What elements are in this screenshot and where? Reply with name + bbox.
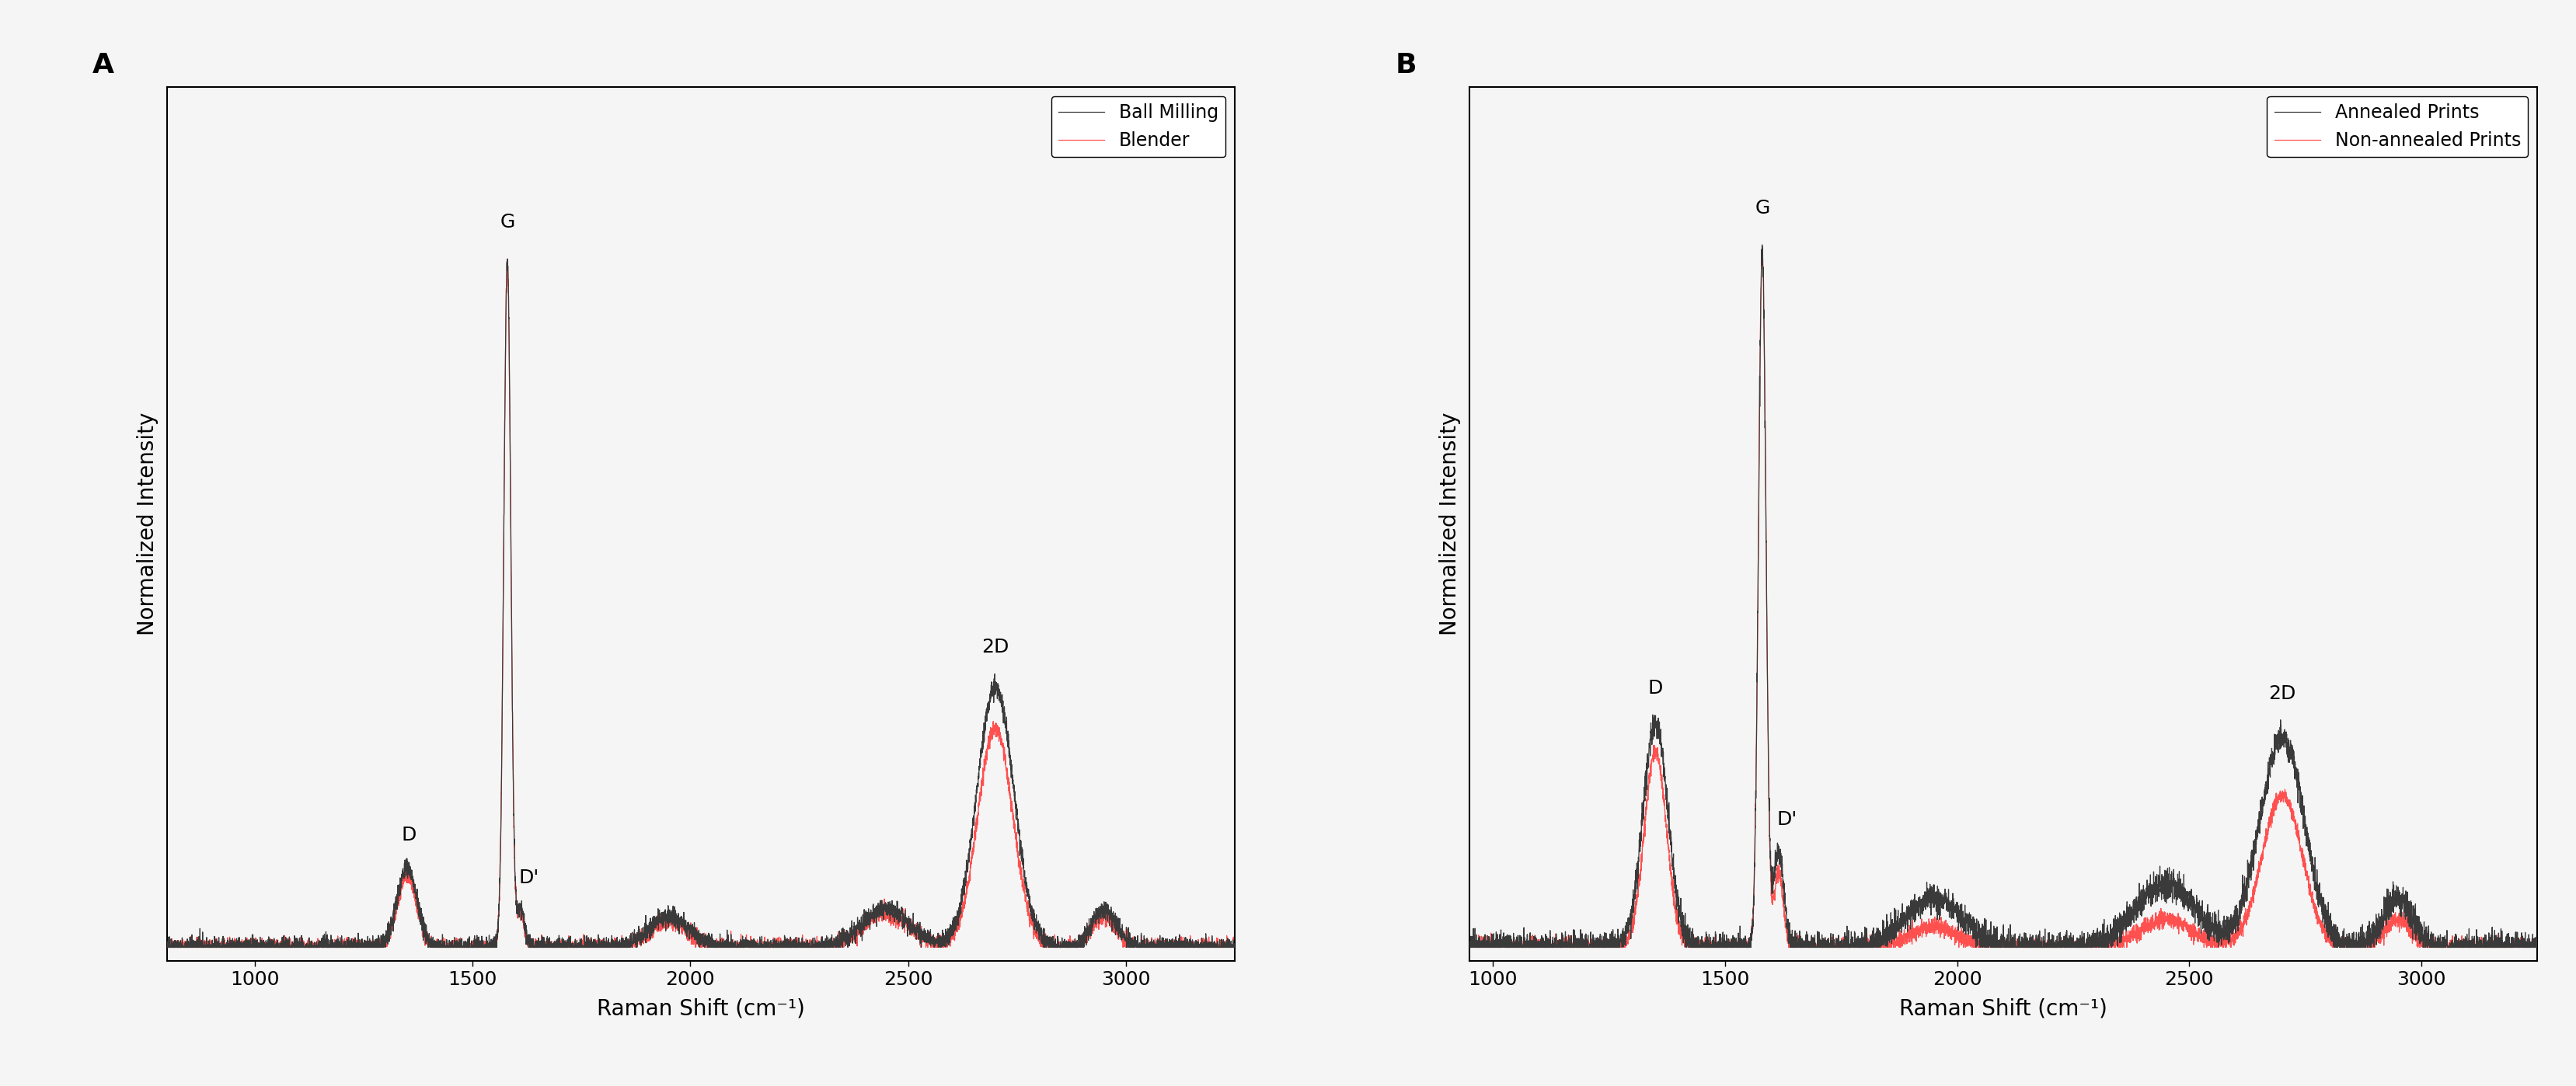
- Annealed Prints: [2257, 745, 2287, 758]
- Text: G: G: [500, 213, 515, 231]
- Text: D: D: [1649, 679, 1664, 697]
- Blender: [953, 873, 984, 886]
- Text: 2D: 2D: [2269, 684, 2295, 703]
- Text: D': D': [518, 869, 538, 887]
- Annealed Prints: [2092, 933, 2123, 946]
- Blender: [1012, 908, 1043, 921]
- Blender: [837, 930, 868, 943]
- Ball Milling: [1012, 892, 1043, 905]
- Annealed Prints: [2316, 927, 2347, 940]
- Text: G: G: [1754, 199, 1770, 217]
- Text: 2D: 2D: [981, 639, 1010, 657]
- Blender: [533, 938, 564, 951]
- Ball Milling: [185, 939, 216, 952]
- Blender: [492, 252, 523, 265]
- Ball Milling: [953, 846, 984, 859]
- X-axis label: Raman Shift (cm⁻¹): Raman Shift (cm⁻¹): [598, 998, 806, 1020]
- Legend: Ball Milling, Blender: Ball Milling, Blender: [1051, 96, 1226, 157]
- Annealed Prints: [1432, 940, 1463, 954]
- Non-annealed Prints: [1432, 940, 1463, 954]
- Line: Ball Milling: Ball Milling: [147, 258, 1257, 947]
- Legend: Annealed Prints, Non-annealed Prints: Annealed Prints, Non-annealed Prints: [2267, 96, 2527, 157]
- Ball Milling: [131, 940, 162, 954]
- Line: Blender: Blender: [147, 258, 1257, 947]
- Text: B: B: [1396, 52, 1417, 78]
- Non-annealed Prints: [1834, 940, 1865, 954]
- Annealed Prints: [2545, 940, 2576, 954]
- Blender: [185, 940, 216, 954]
- Ball Milling: [1242, 938, 1273, 951]
- Text: A: A: [93, 52, 113, 78]
- Y-axis label: Normalized Intensity: Normalized Intensity: [137, 413, 160, 635]
- Annealed Prints: [1747, 238, 1777, 251]
- Non-annealed Prints: [1486, 937, 1517, 950]
- Annealed Prints: [2138, 877, 2169, 891]
- Ball Milling: [492, 252, 523, 265]
- Ball Milling: [533, 938, 564, 951]
- Y-axis label: Normalized Intensity: Normalized Intensity: [1440, 413, 1461, 635]
- Blender: [131, 940, 162, 954]
- Blender: [1242, 940, 1273, 954]
- Non-annealed Prints: [2138, 923, 2169, 936]
- Annealed Prints: [1432, 940, 1463, 954]
- Text: D: D: [402, 826, 417, 845]
- Non-annealed Prints: [2092, 936, 2123, 949]
- X-axis label: Raman Shift (cm⁻¹): Raman Shift (cm⁻¹): [1899, 998, 2107, 1020]
- Annealed Prints: [1486, 936, 1517, 949]
- Non-annealed Prints: [2257, 803, 2287, 816]
- Non-annealed Prints: [2316, 935, 2347, 948]
- Ball Milling: [837, 929, 868, 942]
- Non-annealed Prints: [2545, 936, 2576, 949]
- Ball Milling: [788, 940, 819, 954]
- Line: Non-annealed Prints: Non-annealed Prints: [1448, 247, 2561, 947]
- Annealed Prints: [1834, 937, 1865, 950]
- Blender: [788, 939, 819, 952]
- Text: D': D': [1777, 810, 1798, 829]
- Line: Annealed Prints: Annealed Prints: [1448, 244, 2561, 947]
- Non-annealed Prints: [1747, 240, 1777, 253]
